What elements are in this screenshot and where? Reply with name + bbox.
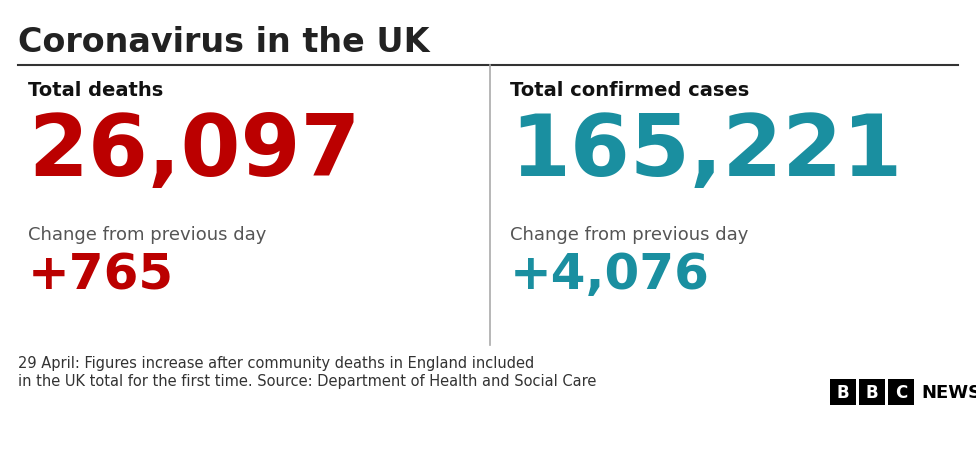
Text: 165,221: 165,221 <box>510 111 902 193</box>
Text: 29 April: Figures increase after community deaths in England included: 29 April: Figures increase after communi… <box>18 355 534 370</box>
Text: Coronavirus in the UK: Coronavirus in the UK <box>18 26 429 59</box>
Text: Change from previous day: Change from previous day <box>510 226 749 243</box>
Text: +765: +765 <box>28 250 174 298</box>
FancyBboxPatch shape <box>859 379 885 405</box>
Text: Total deaths: Total deaths <box>28 81 163 100</box>
Text: NEWS: NEWS <box>921 383 976 401</box>
Text: Total confirmed cases: Total confirmed cases <box>510 81 750 100</box>
Text: B: B <box>866 383 878 401</box>
Text: +4,076: +4,076 <box>510 250 710 298</box>
Text: C: C <box>895 383 907 401</box>
Text: in the UK total for the first time. Source: Department of Health and Social Care: in the UK total for the first time. Sour… <box>18 373 596 388</box>
Text: B: B <box>836 383 849 401</box>
FancyBboxPatch shape <box>830 379 856 405</box>
Text: 26,097: 26,097 <box>28 111 360 193</box>
FancyBboxPatch shape <box>888 379 914 405</box>
Text: Change from previous day: Change from previous day <box>28 226 266 243</box>
